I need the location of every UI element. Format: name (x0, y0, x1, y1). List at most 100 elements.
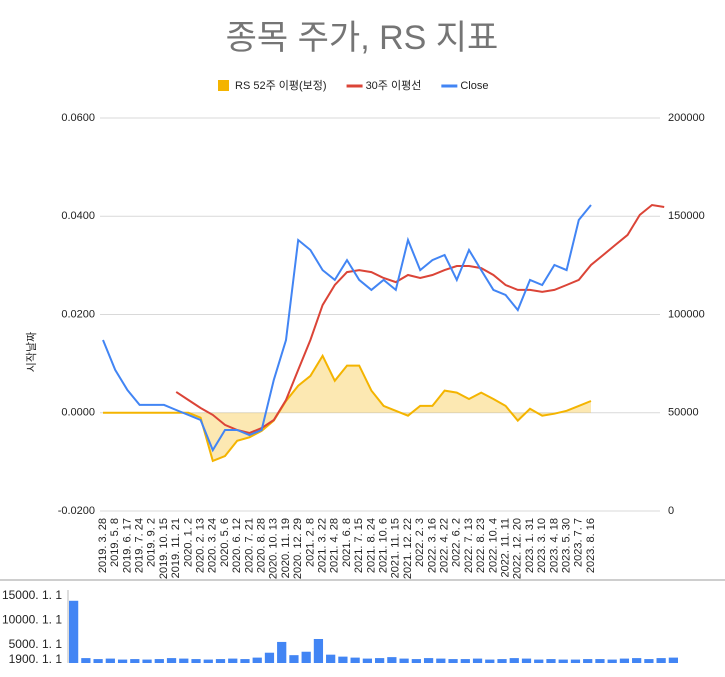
x-tick-label: 2020. 11. 19 (280, 518, 292, 578)
x-tick-label: 2022. 7. 13 (463, 518, 475, 573)
y-tick-label: 5000. 1. 1 (9, 637, 63, 651)
area (103, 355, 591, 461)
bar (228, 658, 238, 663)
x-tick-label: 2022. 4. 22 (439, 518, 451, 573)
y2-tick-label: 150000 (668, 210, 705, 222)
x-tick-label: 2020. 10. 13 (268, 518, 280, 579)
x-tick-label: 2021. 2. 8 (304, 518, 316, 567)
bar (632, 658, 642, 663)
bar (313, 638, 324, 663)
x-tick-label: 2022. 6. 2 (451, 518, 463, 567)
bar (362, 658, 372, 663)
x-tick-label: 2023. 8. 16 (585, 518, 597, 573)
x-tick-label: 2023. 7. 7 (573, 518, 585, 567)
y-tick-label: 0.0600 (61, 112, 95, 124)
bar (534, 659, 544, 663)
x-tick-label: 2019. 9. 2 (146, 518, 158, 567)
bar (215, 659, 226, 663)
bar (583, 659, 593, 663)
x-tick-label: 2023. 5. 30 (561, 518, 573, 573)
bar (240, 659, 250, 663)
bar (142, 659, 152, 663)
line (102, 204, 592, 453)
bar (105, 658, 115, 663)
bar (203, 659, 213, 663)
bar (436, 658, 446, 663)
x-tick-label: 2021. 3. 22 (317, 518, 329, 573)
x-tick-label: 2019. 3. 28 (97, 518, 109, 573)
bar (289, 655, 299, 663)
x-tick-label: 2019. 7. 24 (134, 518, 146, 573)
x-tick-label: 2019. 11. 21 (170, 518, 182, 578)
bar (558, 659, 568, 663)
x-tick-label: 2022. 8. 23 (475, 518, 487, 573)
x-tick-label: 2020. 3. 24 (207, 518, 219, 573)
x-tick-label: 2021. 10. 6 (378, 518, 390, 573)
x-tick-label: 2021. 12. 22 (402, 518, 414, 579)
line (175, 203, 665, 435)
x-tick-label: 2022. 10. 4 (487, 518, 499, 573)
x-tick-label: 2022. 2. 3 (414, 518, 426, 567)
bar (326, 654, 336, 663)
y2-tick-label: 100000 (668, 308, 705, 320)
y2-tick-label: 50000 (668, 407, 699, 419)
legend-label: Close (460, 80, 488, 92)
x-tick-label: 2021. 4. 28 (329, 518, 341, 573)
chart-title: 종목 주가, RS 지표 (226, 19, 499, 57)
y2-tick-label: 200000 (668, 112, 705, 124)
bar (485, 659, 495, 663)
x-tick-label: 2019. 10. 15 (158, 518, 170, 579)
x-tick-label: 2022. 3. 16 (426, 518, 438, 573)
x-tick-label: 2021. 6. 8 (341, 518, 353, 567)
x-tick-label: 2023. 4. 18 (548, 518, 560, 573)
bar (595, 659, 605, 663)
bar (497, 659, 507, 663)
x-tick-label: 2020. 7. 21 (243, 518, 255, 573)
legend-label: 30주 이평선 (366, 79, 422, 92)
bar (668, 657, 678, 663)
x-tick-label: 2022. 11. 11 (500, 518, 512, 578)
bar (644, 659, 654, 663)
bar (301, 651, 311, 663)
bar (179, 658, 189, 663)
x-tick-label: 2020. 1. 2 (182, 518, 194, 567)
bar (399, 658, 409, 663)
x-tick-label: 2021. 8. 24 (365, 518, 377, 573)
legend-label: RS 52주 이평(보정) (235, 79, 327, 92)
bar (423, 658, 434, 663)
bar (252, 657, 262, 663)
bar (350, 657, 360, 663)
x-tick-label: 2021. 11. 15 (390, 518, 402, 578)
bar (411, 659, 421, 663)
bar (93, 659, 103, 663)
x-tick-label: 2020. 6. 12 (231, 518, 243, 573)
bar (460, 659, 470, 663)
bar (277, 641, 287, 663)
y-axis-title: 시작날짜 (25, 332, 38, 372)
legend-swatch (218, 80, 229, 91)
bar (546, 659, 556, 663)
bar (264, 652, 275, 663)
bar (81, 658, 91, 663)
y-tick-label: 0.0200 (61, 308, 95, 320)
y-tick-label: -0.0200 (58, 505, 95, 517)
bar (472, 658, 483, 663)
x-tick-label: 2023. 3. 10 (536, 518, 548, 573)
x-tick-label: 2023. 1. 31 (524, 518, 536, 573)
bar (69, 600, 79, 663)
y-tick-label: 15000. 1. 1 (2, 588, 62, 602)
bar (338, 656, 348, 663)
bar (448, 659, 458, 663)
bar (509, 658, 519, 663)
bar (166, 658, 177, 663)
bar (619, 658, 630, 663)
bar (154, 659, 164, 663)
bar (117, 659, 128, 663)
bar (375, 658, 385, 663)
y-tick-label: 0.0400 (61, 210, 95, 222)
y-tick-label: 10000. 1. 1 (2, 613, 62, 627)
bar (521, 658, 532, 663)
x-tick-label: 2020. 8. 28 (256, 518, 268, 573)
bar (656, 658, 666, 663)
bar (387, 657, 397, 663)
